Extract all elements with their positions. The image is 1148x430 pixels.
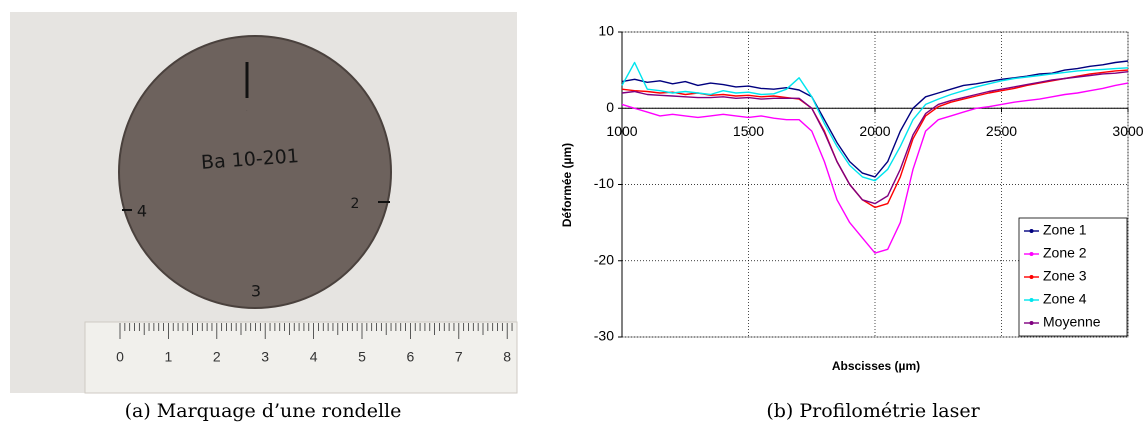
- ruler-number: 4: [310, 349, 318, 365]
- caption: (a) Marquage d’une rondelle: [125, 400, 402, 422]
- legend-marker: [1029, 275, 1034, 279]
- x-tick-label: 2500: [986, 123, 1017, 139]
- ruler-number: 7: [455, 349, 463, 365]
- ruler: [84, 321, 518, 394]
- series-line: [621, 71, 1129, 205]
- legend-marker: [1029, 229, 1034, 233]
- y-axis-title: Déformée (µm): [560, 143, 574, 227]
- legend-label: Zone 4: [1043, 291, 1087, 307]
- legend-label: Zone 2: [1043, 245, 1087, 261]
- series-line: [621, 82, 1129, 254]
- caption: (b) Profilométrie laser: [766, 400, 980, 422]
- legend-marker: [1029, 321, 1034, 325]
- legend-label: Zone 1: [1043, 222, 1087, 238]
- legend-label: Moyenne: [1043, 314, 1101, 330]
- ruler-number: 2: [213, 349, 221, 365]
- ruler-number: 8: [503, 349, 511, 365]
- x-tick-label: 3000: [1112, 123, 1143, 139]
- y-tick-label: -10: [594, 175, 614, 191]
- y-tick-label: -20: [594, 251, 614, 267]
- washer: [118, 35, 392, 309]
- x-axis-title: Abscisses (µm): [832, 359, 920, 373]
- washer-mark: 3: [251, 282, 261, 301]
- ruler-number: 1: [165, 349, 173, 365]
- ruler-number: 6: [407, 349, 415, 365]
- ruler-ticks: [119, 323, 513, 339]
- washer-mark: 2: [351, 196, 360, 212]
- ruler-number: 0: [116, 349, 124, 365]
- washer-mark: 4: [137, 202, 147, 221]
- washer-mark: 1: [247, 110, 248, 112]
- legend-marker: [1029, 298, 1034, 302]
- y-tick-label: 0: [606, 99, 614, 115]
- ruler-number: 5: [358, 349, 366, 365]
- legend-marker: [1029, 252, 1034, 256]
- ruler-number: 3: [261, 349, 269, 365]
- x-tick-label: 2000: [859, 123, 890, 139]
- x-tick-label: 1500: [733, 123, 764, 139]
- y-tick-label: -30: [594, 328, 614, 344]
- series-line: [621, 60, 1129, 178]
- y-tick-label: 10: [598, 23, 614, 39]
- legend-label: Zone 3: [1043, 268, 1087, 284]
- series-line: [621, 61, 1129, 182]
